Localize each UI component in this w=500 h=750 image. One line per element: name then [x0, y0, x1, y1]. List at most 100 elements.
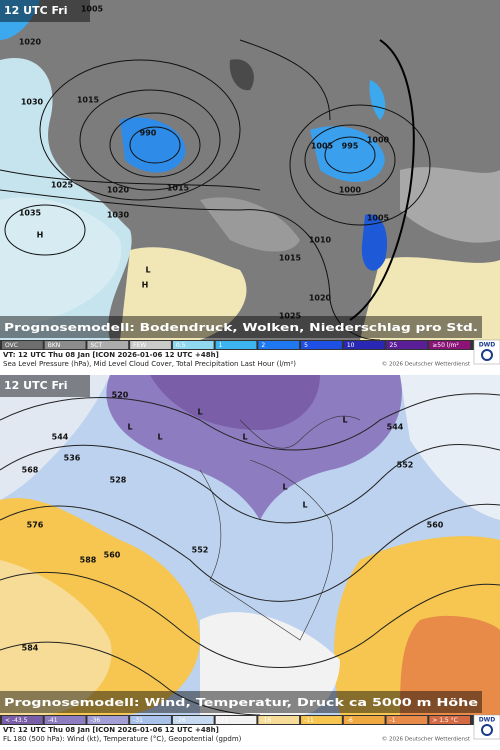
legend-label: -31: [133, 717, 143, 724]
legend-label: 0.5: [176, 342, 186, 349]
map-label: 1020: [107, 186, 130, 195]
caption-bg: [0, 316, 482, 338]
legend-label: -16: [261, 717, 271, 724]
copyright: © 2026 Deutscher Wetterdienst: [382, 736, 471, 743]
legend-swatch: [44, 341, 86, 349]
map-label: 584: [22, 644, 39, 653]
legend-label: < -43.5: [5, 717, 28, 724]
logo-icon: [481, 724, 493, 736]
legend-swatch: [343, 716, 385, 724]
map-label: 576: [27, 521, 44, 530]
legend-swatch: [429, 716, 470, 724]
legend-label: -41: [48, 717, 58, 724]
valid-time: VT: 12 UTC Thu 08 Jan [ICON 2026-01-06 1…: [3, 726, 219, 734]
legend-swatch: [87, 341, 129, 349]
caption-bg: [0, 691, 482, 713]
map-label: 568: [22, 466, 39, 475]
legend-label: 25: [390, 342, 398, 349]
legend-swatch: [172, 341, 214, 349]
legend-swatch: [44, 716, 86, 724]
legend-label: OVC: [5, 342, 18, 349]
description: Sea Level Pressure (hPa), Mid Level Clou…: [3, 360, 296, 368]
map-label: 544: [52, 433, 69, 442]
legend-label: -26: [176, 717, 186, 724]
legend-swatch: [301, 716, 342, 724]
map-label: L: [282, 483, 287, 492]
caption: Prognosemodell: Bodendruck, Wolken, Nied…: [4, 321, 478, 334]
map-label: 1015: [279, 254, 302, 263]
legend-label: -21: [219, 717, 229, 724]
legend-swatch: [130, 341, 171, 349]
map-label: L: [157, 433, 162, 442]
map-label: L: [197, 408, 202, 417]
map-label: 1005: [311, 142, 334, 151]
map-label: 544: [387, 423, 404, 432]
map-label: H: [142, 281, 149, 290]
legend-label: -11: [304, 717, 314, 724]
legend-label: BKN: [48, 342, 61, 349]
legend-swatch: [2, 716, 43, 724]
map-label: L: [242, 433, 247, 442]
legend-label: SCT: [90, 342, 102, 349]
legend-swatch: [2, 341, 43, 349]
legend-swatch: [386, 341, 428, 349]
map-label: L: [145, 266, 150, 275]
map-label: 1000: [367, 136, 390, 145]
legend-label: 2: [261, 342, 265, 349]
time-label-bg: [0, 375, 90, 397]
legend-label: ≥50 l/m²: [432, 342, 459, 349]
map-label: 560: [104, 551, 121, 560]
map-label: 1015: [167, 184, 190, 193]
legend-swatch: [258, 341, 300, 349]
map-label: 560: [427, 521, 444, 530]
map-label: 1030: [107, 211, 130, 220]
map-label: 1000: [339, 186, 362, 195]
map-label: 1025: [51, 181, 74, 190]
legend-swatch: [386, 716, 428, 724]
legend-label: > 1.5 °C: [432, 717, 458, 724]
logo-text: DWD: [479, 717, 496, 724]
legend-swatch: [429, 341, 470, 349]
map-label: 1025: [279, 312, 302, 321]
map-label: 1010: [309, 236, 332, 245]
legend-label: -36: [90, 717, 100, 724]
legend-swatch: [87, 716, 129, 724]
map-label: 520: [112, 391, 129, 400]
legend-swatch: [258, 716, 300, 724]
legend-swatch: [215, 341, 257, 349]
map-label: L: [302, 501, 307, 510]
map-label: 1035: [19, 209, 42, 218]
map-label: 1030: [21, 98, 44, 107]
time-label: 12 UTC Fri: [4, 4, 67, 17]
map-label: 552: [192, 546, 209, 555]
map-label: 1020: [19, 38, 42, 47]
map-label: 536: [64, 454, 81, 463]
legend-label: 5: [304, 342, 308, 349]
legend-swatch: [343, 341, 385, 349]
map-label: 552: [397, 461, 414, 470]
legend-swatch: [130, 716, 171, 724]
map-label: 528: [110, 476, 127, 485]
copyright: © 2026 Deutscher Wetterdienst: [382, 361, 471, 368]
map-label: L: [127, 423, 132, 432]
legend-label: 10: [347, 342, 355, 349]
map-label: 1020: [309, 294, 332, 303]
logo-icon: [481, 349, 493, 361]
legend-swatch: [172, 716, 214, 724]
time-label-bg: [0, 0, 90, 22]
description: FL 180 (500 hPa): Wind (kt), Temperature…: [3, 735, 242, 743]
map-label: 1005: [81, 5, 104, 14]
map-label: 990: [140, 129, 157, 138]
legend-label: 1: [219, 342, 223, 349]
legend-swatch: [215, 716, 257, 724]
map-label: H: [37, 231, 44, 240]
logo-text: DWD: [479, 342, 496, 349]
valid-time: VT: 12 UTC Thu 08 Jan [ICON 2026-01-06 1…: [3, 351, 219, 359]
caption: Prognosemodell: Wind, Temperatur, Druck …: [4, 696, 478, 709]
legend-label: -6: [347, 717, 353, 724]
map-500hpa: [0, 375, 500, 716]
map-label: 588: [80, 556, 97, 565]
map-label: 995: [342, 142, 359, 151]
map-label: 1005: [367, 214, 390, 223]
